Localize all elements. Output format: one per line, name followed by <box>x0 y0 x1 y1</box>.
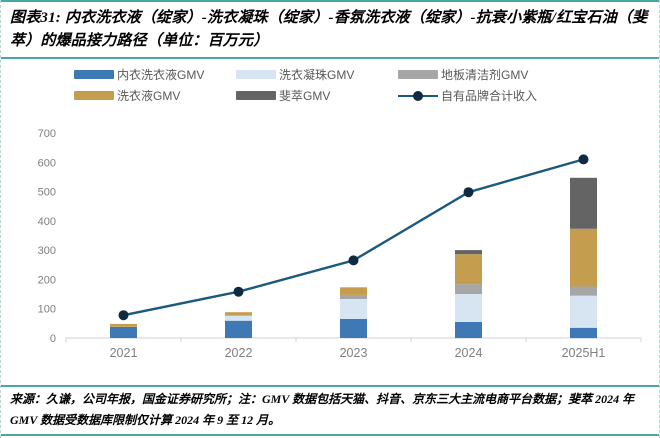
svg-text:0: 0 <box>50 333 56 345</box>
chart-legend: 内衣洗衣液GMV 洗衣凝珠GMV 地板清洁剂GMV 洗衣液GMV 斐萃GMV <box>74 64 634 106</box>
legend-label: 自有品牌合计收入 <box>441 89 538 103</box>
svg-text:2023: 2023 <box>340 346 368 360</box>
line-marker-icon <box>398 90 438 102</box>
legend-item-total-revenue-line: 自有品牌合计收入 <box>398 87 560 104</box>
legend-item-laundry-pods: 洗衣凝珠GMV <box>236 66 398 83</box>
legend-label: 斐萃GMV <box>279 89 331 103</box>
legend-row-1: 内衣洗衣液GMV 洗衣凝珠GMV 地板清洁剂GMV <box>74 64 634 85</box>
svg-text:2022: 2022 <box>225 346 253 360</box>
svg-text:2021: 2021 <box>110 346 138 360</box>
legend-label: 洗衣凝珠GMV <box>279 68 355 82</box>
gray-swatch-icon <box>398 70 438 79</box>
figure-title: 图表31: 内衣洗衣液（绽家）-洗衣凝珠（绽家）-香氛洗衣液（绽家）-抗衰小紫瓶… <box>10 10 648 49</box>
chart-svg: 0 100 200 300 400 500 600 700 2021 2022 2023 2024 20… <box>38 128 642 360</box>
gold-swatch-icon <box>74 91 114 100</box>
legend-label: 地板清洁剂GMV <box>441 68 529 82</box>
figure-source-note: 来源：久谦，公司年报，国金证券研究所；注：GMV 数据包括天猫、抖音、京东三大主… <box>10 392 635 427</box>
legend-row-2: 洗衣液GMV 斐萃GMV 自有品牌合计收入 <box>74 85 634 106</box>
legend-label: 内衣洗衣液GMV <box>117 68 205 82</box>
legend-item-laundry-detergent: 洗衣液GMV <box>74 87 236 104</box>
svg-text:2025H1: 2025H1 <box>562 346 606 360</box>
legend-label: 洗衣液GMV <box>117 89 181 103</box>
darkgray-swatch-icon <box>236 91 276 100</box>
svg-text:500: 500 <box>38 187 56 199</box>
svg-text:300: 300 <box>38 245 56 257</box>
stacked-bar-line-chart: 0 100 200 300 400 500 600 700 2021 2022 2023 2024 20… <box>1 110 659 378</box>
svg-text:100: 100 <box>38 304 56 316</box>
title-divider-rule <box>1 57 659 59</box>
svg-text:200: 200 <box>38 274 56 286</box>
top-rule <box>1 0 659 2</box>
legend-item-feicui: 斐萃GMV <box>236 87 398 104</box>
blue-swatch-icon <box>74 70 114 79</box>
legend-item-floor-cleaner: 地板清洁剂GMV <box>398 66 560 83</box>
lightblue-swatch-icon <box>236 70 276 79</box>
svg-text:600: 600 <box>38 157 56 169</box>
svg-text:400: 400 <box>38 216 56 228</box>
svg-text:700: 700 <box>38 128 56 140</box>
svg-text:2024: 2024 <box>455 346 483 360</box>
footer-divider-rule <box>1 385 659 387</box>
legend-item-underwear-detergent: 内衣洗衣液GMV <box>74 66 236 83</box>
bottom-rule <box>1 434 659 436</box>
